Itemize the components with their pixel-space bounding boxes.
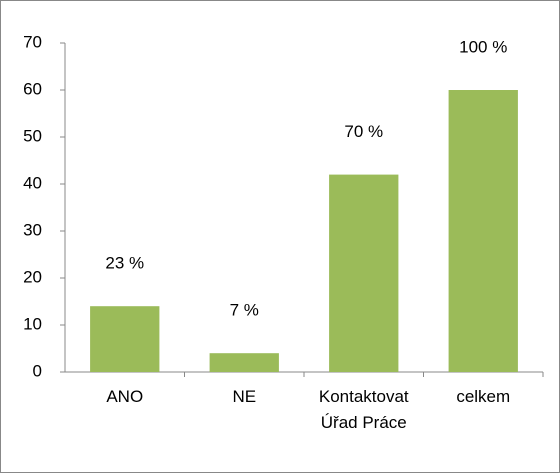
bar [448,90,518,372]
x-tick-label: celkem [456,387,511,406]
y-tick-label: 10 [23,314,42,333]
y-tick-label: 50 [23,126,42,145]
bar-annotation: 100 % [459,37,507,56]
y-tick-label: 40 [23,173,42,192]
y-tick-label: 70 [23,32,42,51]
x-tick-label: ANO [106,387,144,406]
bar-annotation: 23 % [105,254,144,273]
bar [90,306,160,372]
bar-annotation: 70 % [344,122,383,141]
y-tick-label: 30 [23,220,42,239]
x-tick-label: Kontaktovat Úřad Práce [318,387,409,432]
y-tick-label: 0 [33,361,42,380]
y-tick-label: 60 [23,79,42,98]
x-tick-label: NE [232,387,257,406]
bar [209,353,279,372]
y-tick-label: 20 [23,267,42,286]
bar [329,174,399,372]
bar-annotation: 7 % [230,301,259,320]
